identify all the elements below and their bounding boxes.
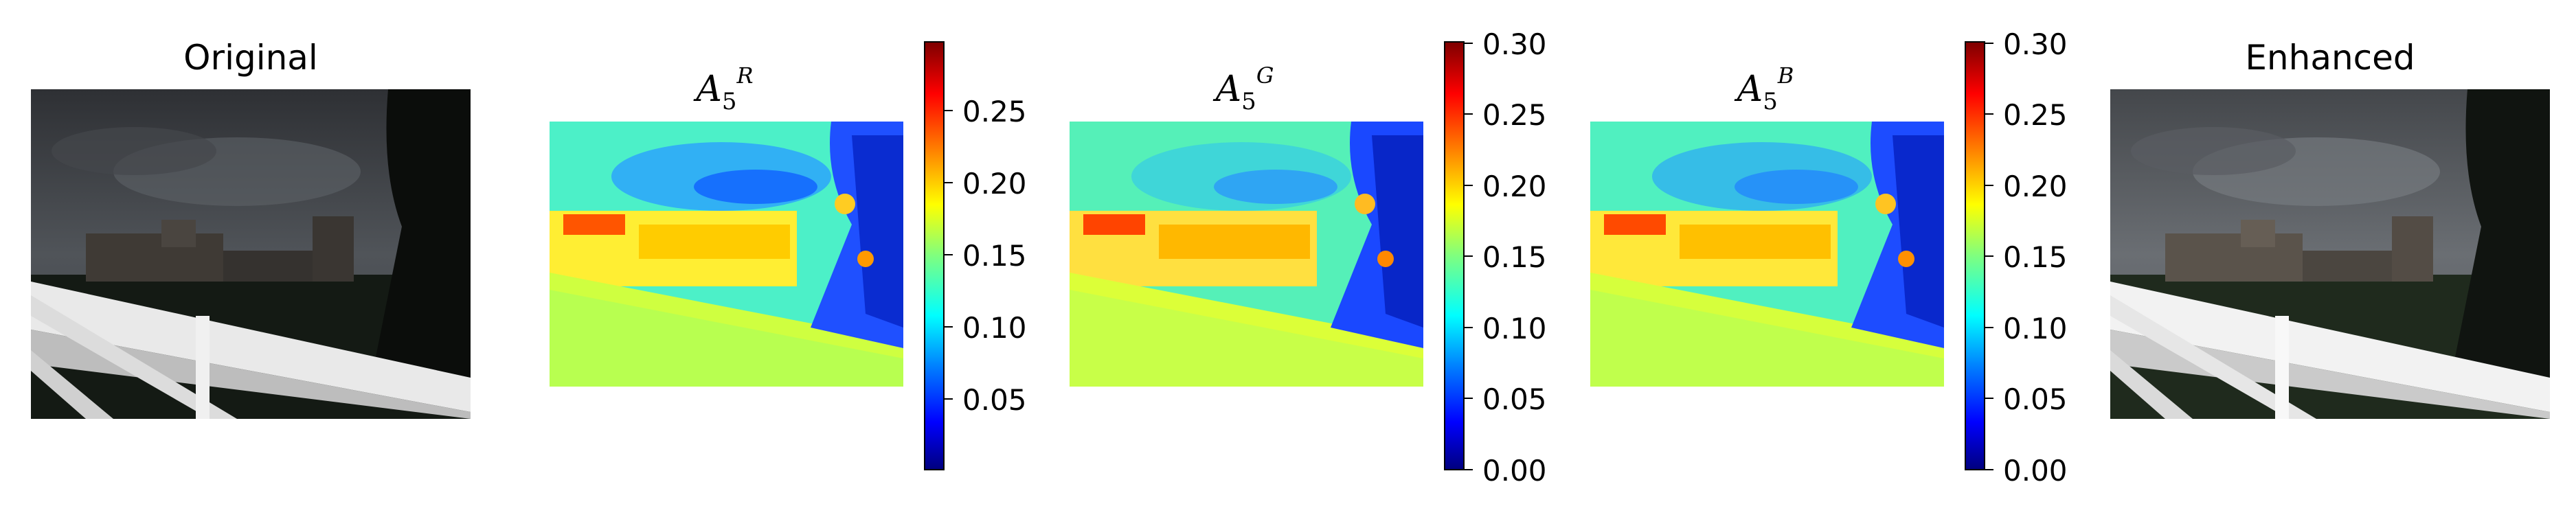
colorbar-g-tick-label: 0.25 [1482,98,1547,132]
heatmap-b [1590,122,1944,387]
map-b-title-sub: 5 [1763,88,1778,115]
map-g-title-sup: G [1256,62,1274,89]
colorbar-r-tick-label: 0.25 [962,95,1027,128]
original-photo [31,89,471,419]
colorbar-g-tick-label: 0.15 [1482,240,1547,274]
colorbar-g-tick: 0.30 [1463,27,1547,61]
map-r-title-symbol: A [696,69,722,110]
colorbar-r-tick: 0.25 [943,95,1027,128]
colorbar-r-tick: 0.05 [943,383,1027,417]
colorbar-b-tick-label: 0.25 [2003,98,2068,132]
colorbar-b-tick: 0.20 [1984,170,2068,203]
heatmap-g [1070,122,1423,387]
colorbar-r-tick: 0.10 [943,311,1027,345]
colorbar-b-tick: 0.15 [1984,240,2068,274]
colorbar-g-tick: 0.20 [1463,170,1547,203]
map-g-title-symbol: A [1215,69,1242,110]
map-b-title: A5B [1590,62,1941,115]
map-g-title: A5G [1070,62,1420,115]
colorbar-r-tick-label: 0.10 [962,311,1027,345]
colorbar-b-tick: 0.00 [1984,454,2068,488]
heatmap-g-image [1070,122,1423,387]
map-r-title-sup: R [736,62,754,89]
map-r-title: A5R [550,62,900,115]
colorbar-b-tick-label: 0.15 [2003,240,2068,274]
colorbar-g-tick-label: 0.05 [1482,382,1547,416]
scene-image-enhanced [2110,89,2550,419]
colorbar-b-tick: 0.25 [1984,98,2068,132]
map-g-title-sub: 5 [1241,88,1256,115]
scene-image [31,89,471,419]
original-title: Original [183,38,318,78]
colorbar-r-tick: 0.15 [943,239,1027,273]
colorbar-g-tick-label: 0.20 [1482,170,1547,203]
map-b-title-sup: B [1777,62,1794,89]
colorbar-b-tick-label: 0.10 [2003,312,2068,345]
colorbar-g: 0.00 0.05 0.10 0.15 0.20 0.25 0.30 [1444,27,1547,488]
colorbar-g-tick: 0.25 [1463,98,1547,132]
colorbar-r-tick-label: 0.05 [962,383,1027,417]
colorbar-r-tick-label: 0.15 [962,239,1027,273]
map-r-title-sub: 5 [721,88,737,115]
colorbar-b-tick: 0.05 [1984,382,2068,416]
colorbar-b-tick-label: 0.05 [2003,382,2068,416]
colorbar-g-tick-label: 0.10 [1482,312,1547,345]
colorbar-b-tick: 0.30 [1984,27,2068,61]
enhanced-title: Enhanced [2245,38,2415,78]
colorbar-r: 0.05 0.10 0.15 0.20 0.25 [924,41,1027,470]
heatmap-r [550,122,903,387]
heatmap-b-image [1590,122,1944,387]
colorbar-g-tick: 0.15 [1463,240,1547,274]
colorbar-b-tick-label: 0.20 [2003,170,2068,203]
colorbar-g-tick: 0.10 [1463,312,1547,345]
colorbar-g-tick: 0.00 [1463,454,1547,488]
enhanced-photo [2110,89,2550,419]
colorbar-b-tick-label: 0.30 [2003,27,2068,61]
colorbar-b-tick: 0.10 [1984,312,2068,345]
colorbar-g-tick-label: 0.00 [1482,454,1547,488]
colorbar-b-tick-label: 0.00 [2003,454,2068,488]
colorbar-b: 0.00 0.05 0.10 0.15 0.20 0.25 0.30 [1965,27,2068,488]
colorbar-r-tick: 0.20 [943,167,1027,201]
map-b-title-symbol: A [1737,69,1763,110]
heatmap-r-image [550,122,903,387]
colorbar-g-tick-label: 0.30 [1482,27,1547,61]
colorbar-r-tick-label: 0.20 [962,167,1027,201]
colorbar-g-tick: 0.05 [1463,382,1547,416]
